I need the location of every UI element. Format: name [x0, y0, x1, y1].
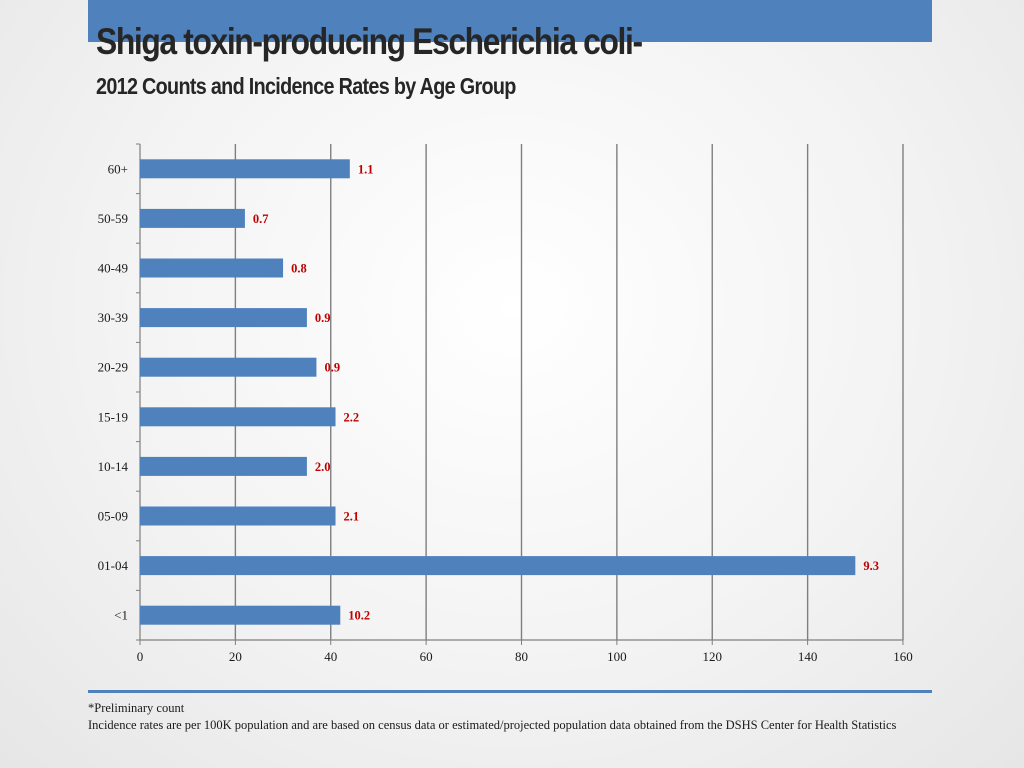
bar	[140, 407, 336, 427]
data-label: 0.9	[315, 311, 331, 325]
bar	[140, 208, 245, 228]
data-label: 0.7	[253, 212, 269, 226]
category-label: 30-39	[98, 310, 128, 325]
category-label: 20-29	[98, 360, 128, 375]
data-label: 2.2	[344, 410, 360, 424]
category-label: 60+	[108, 161, 128, 176]
data-label: 2.0	[315, 460, 331, 474]
x-tick-label: 120	[703, 649, 723, 664]
data-label: 1.1	[358, 162, 374, 176]
footnote-source: Incidence rates are per 100K population …	[88, 718, 897, 732]
data-label: 0.8	[291, 262, 307, 276]
bar	[140, 258, 284, 278]
category-label: 50-59	[98, 211, 128, 226]
x-tick-label: 60	[420, 649, 433, 664]
x-tick-label: 80	[515, 649, 528, 664]
data-label: 2.1	[344, 510, 360, 524]
bar	[140, 605, 341, 625]
footnote-preliminary: *Preliminary count	[88, 701, 185, 715]
x-tick-label: 160	[893, 649, 913, 664]
bar-chart: 0 20 40 60 80 100 120 140 160 <1 10.2 01-04 9.3 05-09…	[98, 143, 913, 664]
bar	[140, 159, 350, 179]
category-label: 05-09	[98, 509, 128, 524]
page-subtitle: 2012 Counts and Incidence Rates by Age G…	[96, 73, 516, 99]
footnote: *Preliminary count Incidence rates are p…	[88, 700, 928, 734]
bar	[140, 357, 317, 377]
category-label: 01-04	[98, 558, 129, 573]
bar	[140, 308, 307, 328]
x-tick-label: 100	[607, 649, 627, 664]
data-label: 0.9	[324, 361, 340, 375]
category-label: 15-19	[98, 409, 128, 424]
bar	[140, 456, 307, 476]
header-band	[88, 0, 932, 42]
x-tick-label: 140	[798, 649, 818, 664]
bar	[140, 506, 336, 526]
data-label: 9.3	[863, 559, 879, 573]
bar	[140, 556, 856, 576]
x-tick-label: 40	[324, 649, 337, 664]
category-label: 10-14	[98, 459, 129, 474]
category-label: <1	[114, 608, 128, 623]
x-tick-label: 0	[137, 649, 144, 664]
category-label: 40-49	[98, 261, 128, 276]
page-title: Shiga toxin-producing Escherichia coli-	[96, 21, 643, 62]
data-label: 10.2	[348, 609, 370, 623]
x-tick-label: 20	[229, 649, 242, 664]
footer-divider	[88, 690, 932, 693]
